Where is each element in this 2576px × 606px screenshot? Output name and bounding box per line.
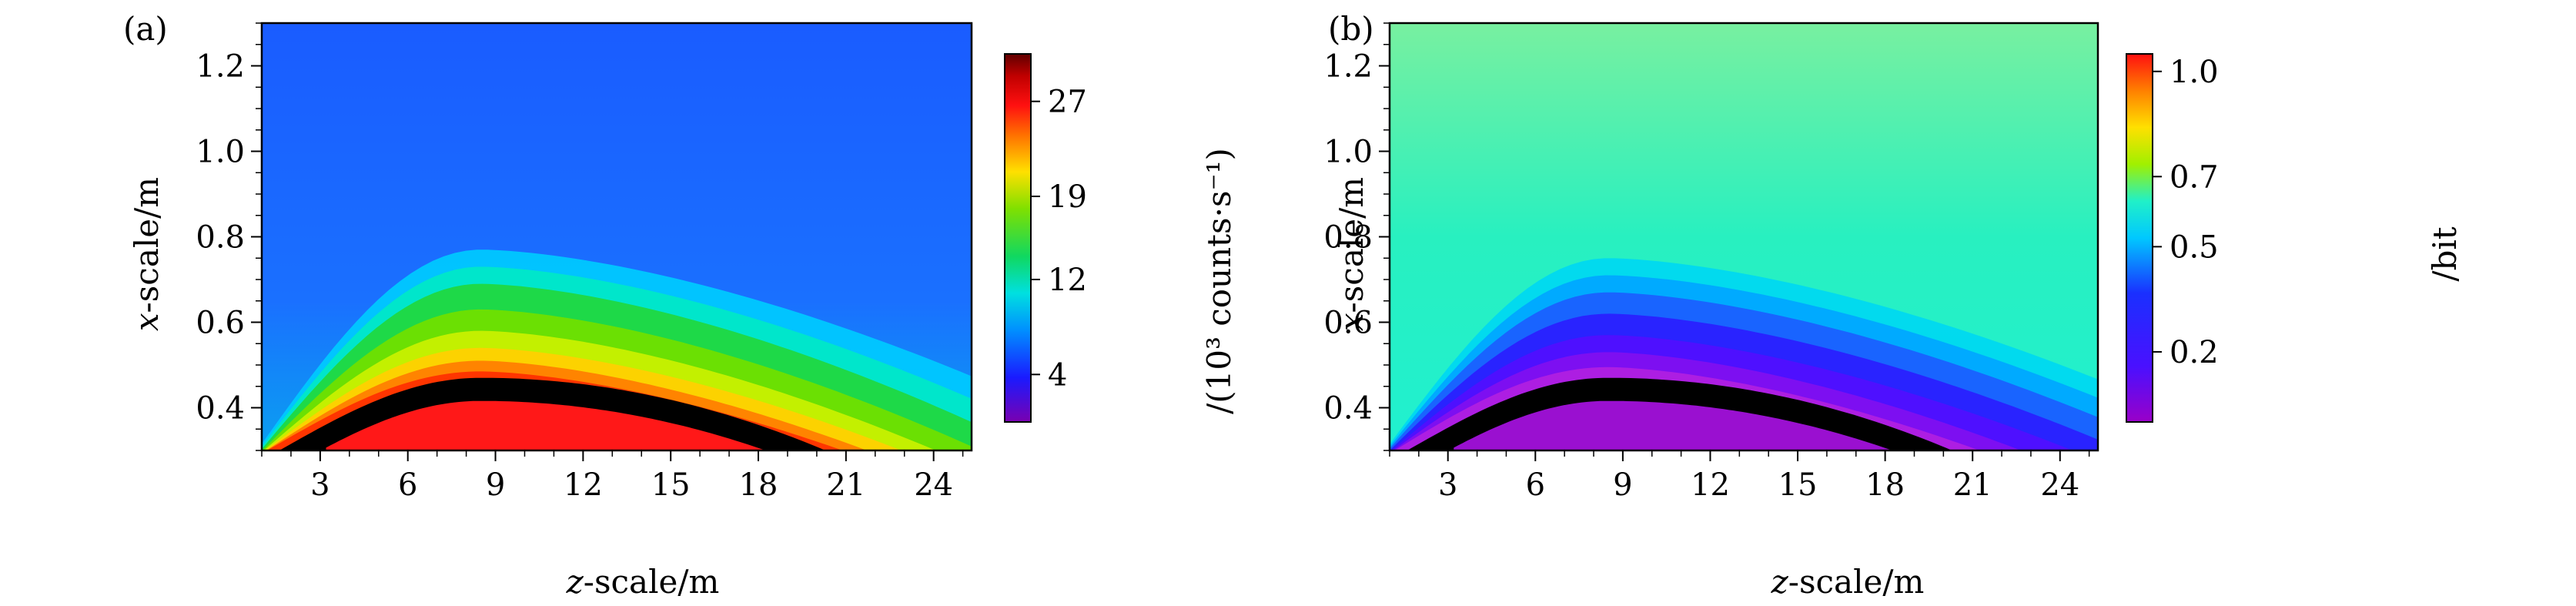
- x-tick-label-a-7: 24: [914, 467, 953, 503]
- x-axis-label-a: z-scale/m: [566, 563, 720, 601]
- heatmap-area-a: [262, 23, 972, 450]
- colorbar-tick-label-b-3: 1.0: [2170, 55, 2219, 90]
- x-tick-label-a-4: 15: [651, 467, 691, 503]
- colorbar-tick-label-a-2: 19: [1048, 179, 1087, 215]
- colorbar-tick-label-b-0: 0.2: [2170, 335, 2219, 370]
- x-tick-label-a-6: 21: [826, 467, 865, 503]
- colorbar-tick-label-a-3: 27: [1048, 85, 1087, 120]
- x-tick-label-b-5: 18: [1865, 467, 1905, 503]
- y-tick-label-b-3: 1.0: [1323, 135, 1373, 170]
- inner-region-a: [326, 400, 766, 450]
- x-tick-label-a-3: 12: [564, 467, 603, 503]
- y-tick-label-b-2: 0.8: [1323, 220, 1373, 256]
- x-tick-label-b-2: 9: [1613, 467, 1632, 503]
- x-tick-label-b-4: 15: [1778, 467, 1818, 503]
- y-tick-label-b-1: 0.6: [1323, 306, 1373, 341]
- y-tick-label-b-0: 0.4: [1323, 391, 1373, 427]
- x-tick-label-b-0: 3: [1438, 467, 1457, 503]
- colorbar-gradient-a: [1004, 53, 1032, 423]
- y-tick-label-a-2: 0.8: [196, 220, 245, 256]
- x-tick-label-a-5: 18: [739, 467, 778, 503]
- panel-label-b: (b): [1328, 10, 1374, 48]
- x-axis-label-b: z-scale/m: [1771, 563, 1925, 601]
- inner-region-b: [1454, 400, 1892, 450]
- y-tick-label-a-4: 1.2: [196, 49, 245, 85]
- panel-b-information-heatmap: (b) 3 6 9 12 15 18 21 24 0.4 0.6 0.8 1.0 1.2 z-scale…: [1323, 10, 2464, 601]
- colorbar-label-a: /(10³ counts·s⁻¹): [1200, 148, 1238, 414]
- x-tick-label-a-0: 3: [310, 467, 330, 503]
- x-tick-label-b-1: 6: [1526, 467, 1545, 503]
- y-tick-label-a-1: 0.6: [196, 306, 245, 341]
- colorbar-a: 4 12 19 27: [1004, 53, 1087, 423]
- x-tick-label-b-7: 24: [2040, 467, 2079, 503]
- colorbar-tick-label-a-0: 4: [1048, 357, 1067, 393]
- colorbar-tick-label-b-1: 0.5: [2170, 229, 2219, 265]
- axes-b: 3 6 9 12 15 18 21 24 0.4 0.6 0.8 1.0 1.2: [1323, 22, 2099, 503]
- y-axis-label-a: x-scale/m: [128, 177, 166, 331]
- x-tick-label-a-1: 6: [398, 467, 417, 503]
- colorbar-tick-label-a-1: 12: [1048, 263, 1087, 298]
- colorbar-gradient-b: [2126, 53, 2153, 423]
- x-tick-label-b-3: 12: [1691, 467, 1730, 503]
- colorbar-label-b: /bit: [2426, 226, 2464, 281]
- heatmap-area-b: [1390, 23, 2098, 450]
- colorbar-b: 0.2 0.5 0.7 1.0: [2126, 53, 2219, 423]
- x-tick-label-a-2: 9: [486, 467, 505, 503]
- colorbar-tick-label-b-2: 0.7: [2170, 159, 2219, 195]
- y-axis-label-b: x-scale/m: [1333, 177, 1370, 331]
- y-tick-label-b-4: 1.2: [1323, 49, 1373, 85]
- y-tick-label-a-3: 1.0: [196, 135, 245, 170]
- panel-label-a: (a): [123, 10, 168, 48]
- y-tick-label-a-0: 0.4: [196, 391, 245, 427]
- axes-a: 3 6 9 12 15 18 21 24 0.4 0.6 0.8 1.0 1.2: [196, 22, 973, 503]
- panel-a-counting-rate-heatmap: (a) 3 6 9 12 15 18 21 24 0.4 0.6 0.8 1.0 1.2 z-scale…: [123, 10, 1238, 601]
- x-tick-label-b-6: 21: [1953, 467, 1992, 503]
